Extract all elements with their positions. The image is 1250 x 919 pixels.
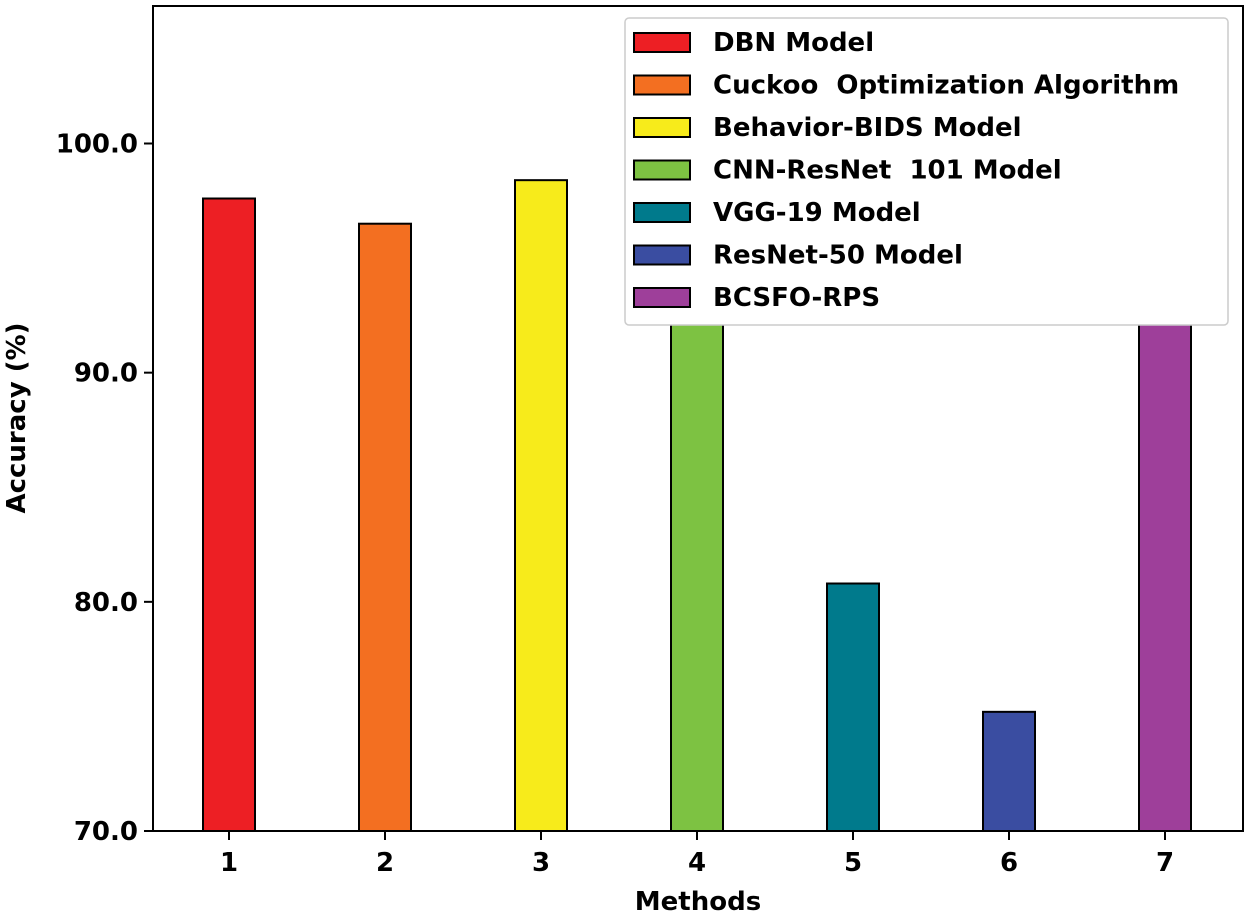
bar-2 <box>358 222 412 833</box>
legend-label-1: DBN Model <box>713 28 874 58</box>
y-tick-label-100: 100.0 <box>56 130 138 160</box>
x-axis-label: Methods <box>635 887 761 915</box>
y-tick-label-90: 90.0 <box>74 359 138 389</box>
bar-3 <box>514 179 568 832</box>
y-axis-label: Accuracy (%) <box>2 322 32 513</box>
legend-swatch-3 <box>633 117 691 138</box>
x-ticks: 1 2 3 4 5 6 7 <box>220 831 1174 878</box>
legend-label-4: CNN-ResNet 101 Model <box>713 156 1062 186</box>
bar-5 <box>826 582 880 832</box>
legend-swatch-6 <box>633 244 691 266</box>
x-tick-label-5: 5 <box>844 848 862 878</box>
legend-label-3: Behavior-BIDS Model <box>713 113 1022 143</box>
legend-swatch-1 <box>633 32 691 53</box>
y-tick-label-70: 70.0 <box>74 817 138 847</box>
bar-6 <box>982 710 1036 832</box>
y-ticks: 70.0 80.0 90.0 100.0 <box>56 130 153 847</box>
legend-swatch-2 <box>633 74 691 96</box>
legend-swatch-4 <box>633 159 691 181</box>
legend-label-7: BCSFO-RPS <box>713 283 880 313</box>
legend-swatch-7 <box>633 287 691 308</box>
x-tick-label-2: 2 <box>376 848 394 878</box>
x-tick-label-6: 6 <box>1000 848 1018 878</box>
legend-box <box>624 17 1229 326</box>
y-tick-label-80: 80.0 <box>74 588 138 618</box>
legend: DBN Model Cuckoo Optimization Algorithm Be… <box>624 17 1229 326</box>
legend-label-5: VGG-19 Model <box>713 198 921 228</box>
x-tick-label-7: 7 <box>1156 848 1174 878</box>
x-tick-label-4: 4 <box>688 848 706 878</box>
legend-label-6: ResNet-50 Model <box>713 241 963 271</box>
bar-4 <box>670 273 724 832</box>
legend-swatch-5 <box>633 202 691 223</box>
x-tick-label-3: 3 <box>532 848 550 878</box>
bar-1 <box>202 197 256 832</box>
x-tick-label-1: 1 <box>220 848 238 878</box>
legend-label-2: Cuckoo Optimization Algorithm <box>713 71 1179 101</box>
